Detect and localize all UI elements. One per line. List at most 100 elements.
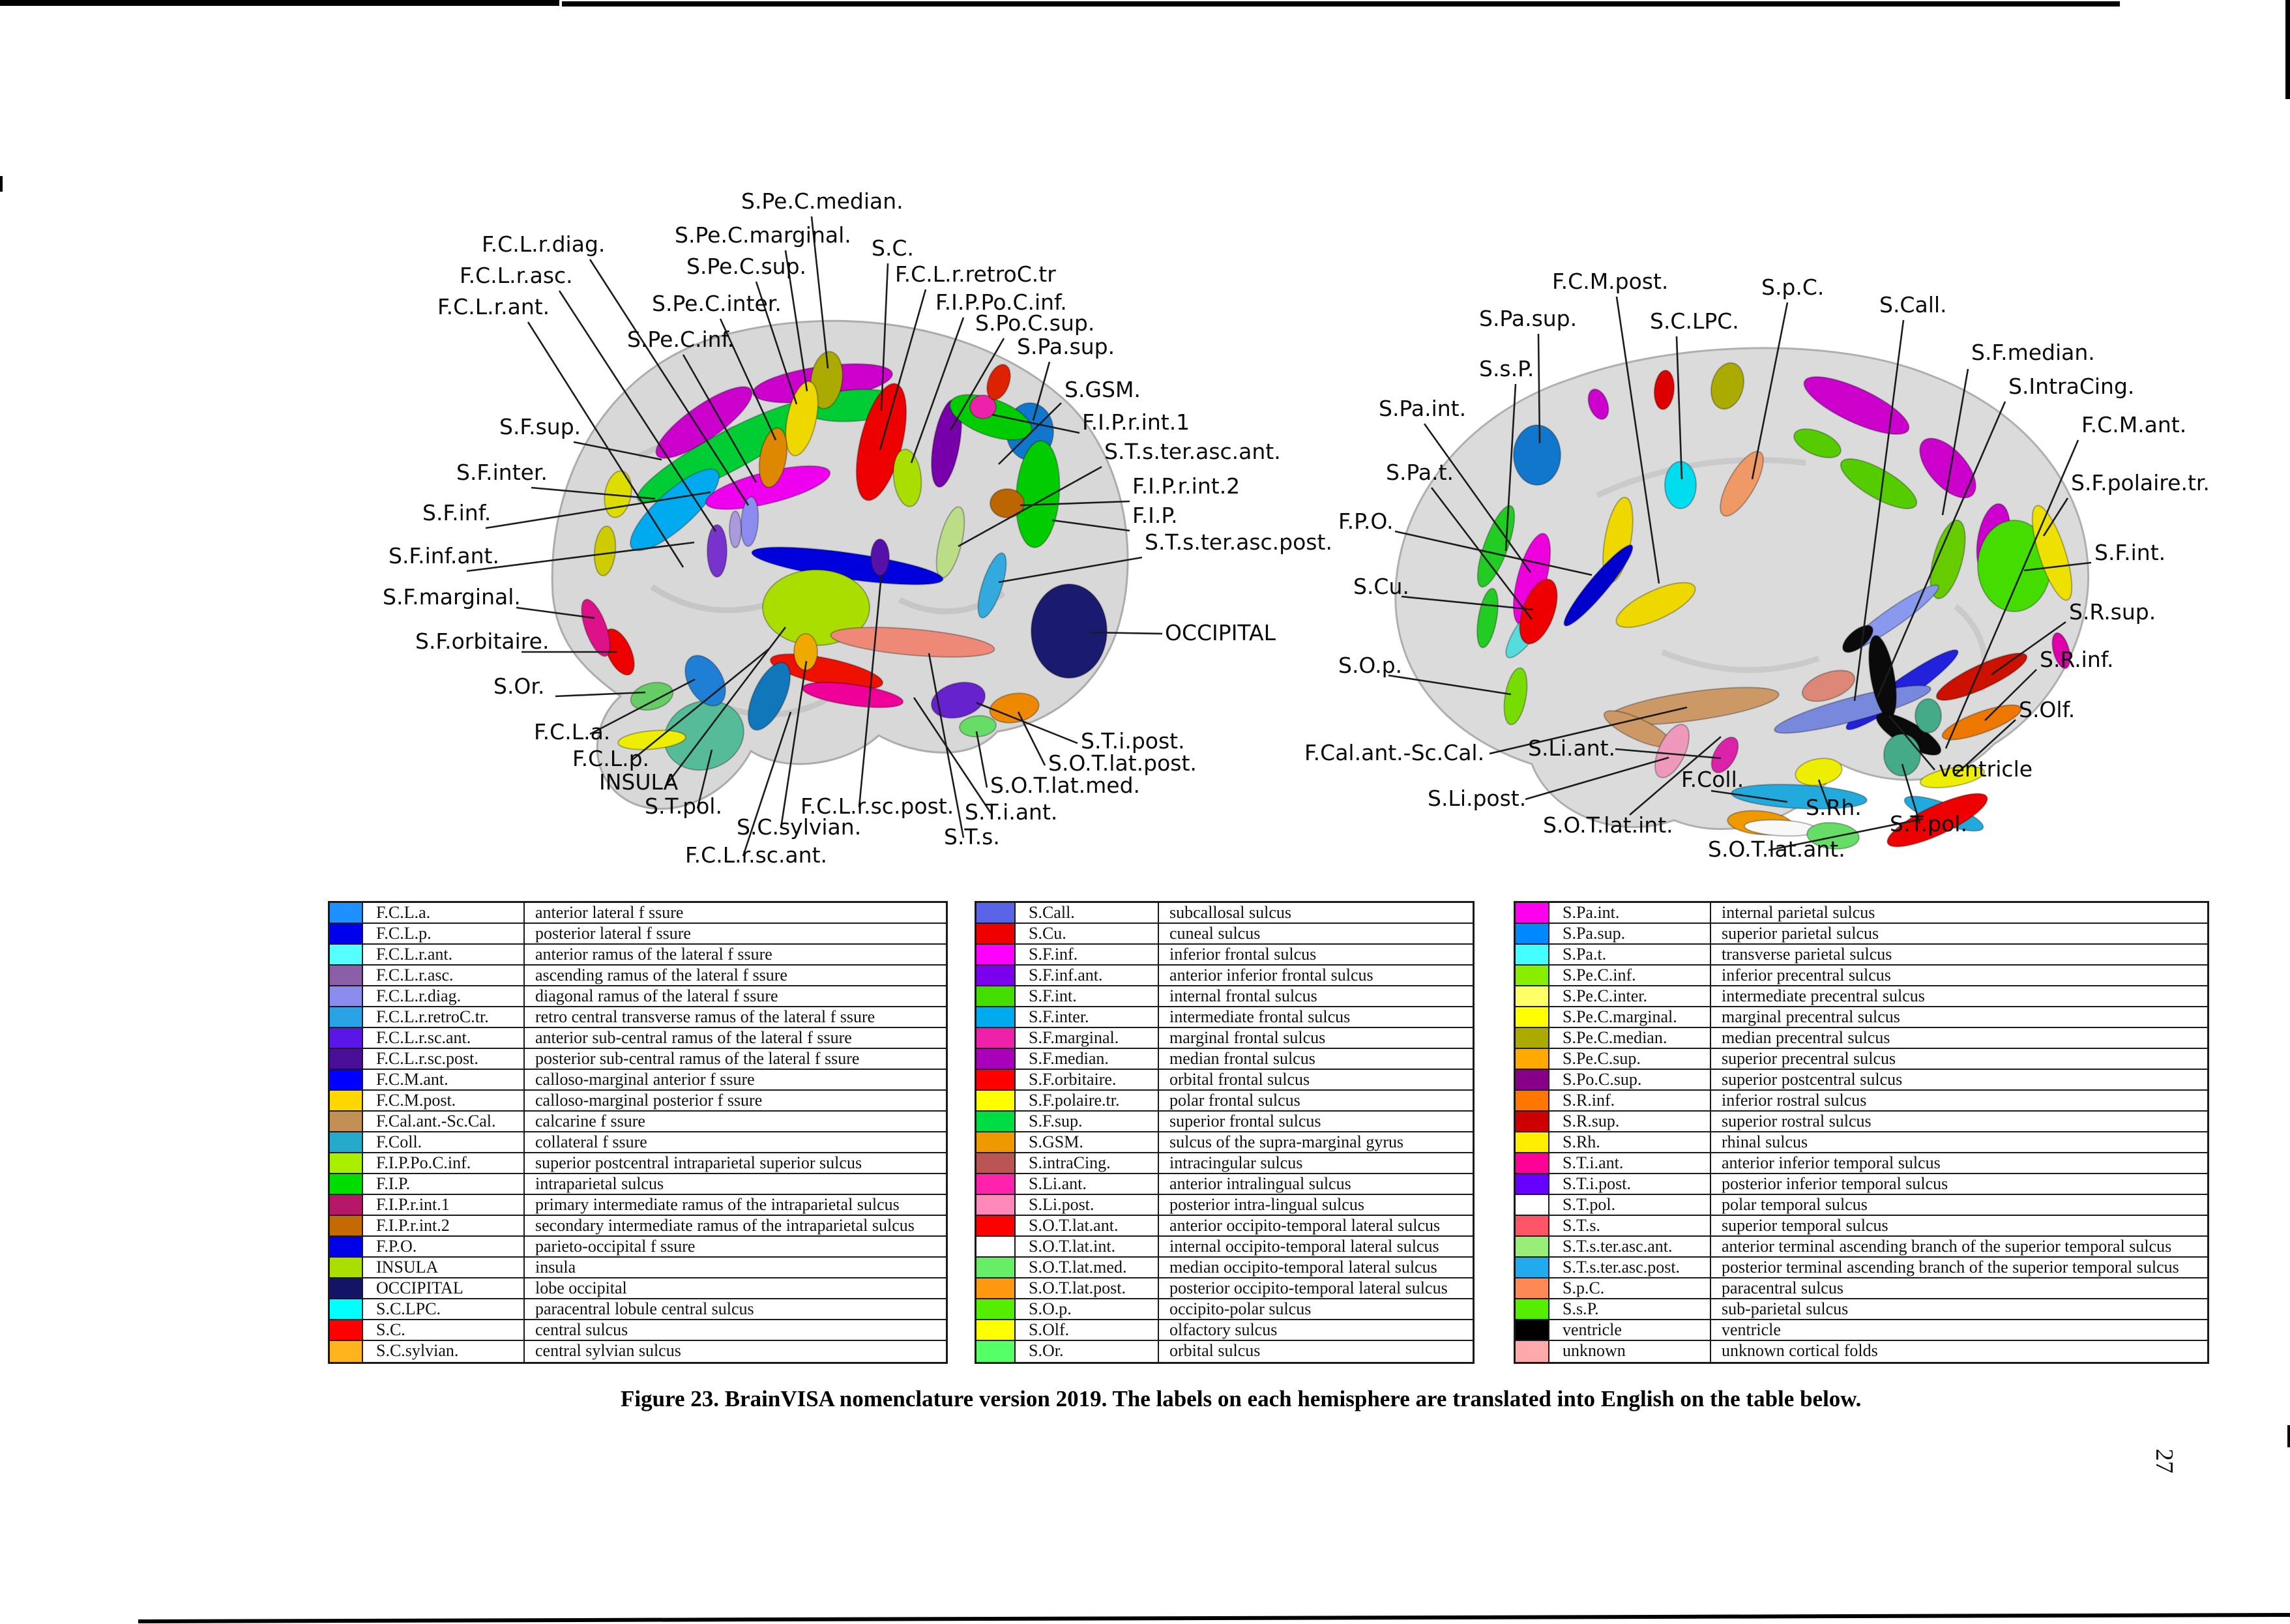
legend-row: S.T.s. superior temporal sulcus (1516, 1216, 2207, 1237)
sulcus-label: F.C.L.r.asc. (460, 263, 573, 288)
legend-description: intermediate precentral sulcus (1722, 986, 1925, 1005)
sulcus-blob (1806, 821, 1860, 850)
leader-line (1615, 296, 1660, 584)
legend-row: S.Call. subcallosal sulcus (976, 903, 1473, 924)
legend-color-swatch (976, 966, 1016, 985)
legend-description: sub-parietal sulcus (1722, 1299, 1849, 1318)
legend-row: S.GSM. sulcus of the supra-marginal gyrus (976, 1132, 1473, 1153)
legend-abbreviation: S.Call. (1016, 903, 1159, 923)
legend-color-swatch (1516, 966, 1549, 985)
legend-color-swatch (976, 1091, 1016, 1110)
sulcus-blob (1653, 370, 1675, 410)
leader-line (516, 606, 595, 619)
legend-row: S.Pe.C.inter. intermediate precentral sul… (1516, 986, 2207, 1007)
sulcus-blob (959, 715, 997, 738)
legend-abbreviation: S.Pe.C.inf. (1549, 966, 1711, 985)
leader-line (2042, 497, 2069, 537)
legend-row: OCCIPITAL lobe occipital (330, 1278, 946, 1299)
legend-color-swatch (976, 1237, 1016, 1256)
legend-description: intraparietal sulcus (535, 1174, 664, 1193)
leader-line (998, 402, 1062, 465)
legend-row: S.F.polaire.tr. polar frontal sulcus (976, 1091, 1473, 1112)
sulcus-label: F.C.L.a. (534, 719, 610, 745)
legend-row: S.R.sup. superior rostral sulcus (1516, 1112, 2207, 1132)
legend-description: anterior sub-central ramus of the latera… (535, 1028, 852, 1047)
legend-color-swatch (330, 1320, 363, 1340)
legend-description: orbital sulcus (1169, 1341, 1261, 1360)
legend-description: median occipito-temporal lateral sulcus (1169, 1258, 1437, 1277)
legend-table-fissures: F.C.L.a. anterior lateral f ssure F.C.L.p.… (328, 901, 948, 1364)
legend-row: S.F.inter. intermediate frontal sulcus (976, 1007, 1473, 1028)
legend-row: F.I.P.r.int.2 secondary intermediate ramu… (330, 1216, 946, 1237)
legend-row: S.p.C. paracentral sulcus (1516, 1278, 2207, 1299)
legend-abbreviation: F.P.O. (363, 1237, 525, 1256)
legend-abbreviation: F.C.L.r.diag. (363, 986, 525, 1006)
sulcus-blob (892, 449, 922, 507)
sulcus-blob (1710, 736, 1739, 774)
sulcus-blob (729, 510, 742, 548)
sulcus-label: S.Pe.C.sup. (686, 254, 806, 279)
legend-color-swatch (976, 1278, 1016, 1298)
leader-line (531, 486, 656, 500)
legend-color-swatch (330, 1049, 363, 1069)
sulcus-blob (1803, 376, 1910, 436)
sulcus-blob (989, 692, 1040, 724)
legend-row: S.Pa.int. internal parietal sulcus (1516, 903, 2207, 924)
legend-abbreviation: F.C.M.ant. (363, 1070, 525, 1089)
sulcus-label: S.Pa.int. (1379, 396, 1466, 421)
legend-description: ascending ramus of the lateral f ssure (535, 966, 787, 984)
sulcus-blob (930, 681, 986, 719)
leader-line (1751, 302, 1789, 480)
legend-abbreviation: S.F.sup. (1016, 1112, 1159, 1131)
sulcus-blob (758, 427, 788, 488)
sulcus-blob (1476, 505, 1516, 588)
sulcus-label: S.p.C. (1761, 274, 1824, 300)
sulcus-label: S.R.inf. (2040, 647, 2113, 672)
sulcus-blob (629, 468, 720, 552)
leader-line (1525, 756, 1669, 801)
legend-row: F.C.L.r.sc.post. posterior sub-central ra… (330, 1049, 946, 1070)
legend-row: S.O.T.lat.int. internal occipito-temporal… (976, 1237, 1473, 1258)
sulcus-label: F.C.L.p. (572, 746, 649, 771)
sulcus-blob (1883, 733, 1921, 776)
legend-description: inferior frontal sulcus (1169, 945, 1317, 964)
sulcus-label: S.T.s. (944, 824, 1000, 849)
sulcus-blob (2051, 632, 2071, 670)
legend-abbreviation: S.Pe.C.inter. (1549, 986, 1711, 1006)
legend-row: F.C.M.post. calloso-marginal posterior f … (330, 1091, 946, 1112)
sulcus-label: F.Coll. (1681, 767, 1744, 792)
sulcus-blob (1941, 704, 2022, 741)
legend-description: inferior rostral sulcus (1722, 1091, 1867, 1110)
figure-caption: Figure 23. BrainVISA nomenclature versio… (621, 1386, 1862, 1411)
legend-abbreviation: S.Pa.int. (1549, 903, 1711, 923)
legend-color-swatch (976, 1112, 1016, 1131)
sulcus-blob (1930, 519, 1966, 600)
sulcus-label: S.T.s.ter.asc.post. (1145, 529, 1332, 555)
legend-color-swatch (330, 903, 363, 923)
leader-line (1901, 763, 1921, 824)
legend-row: F.C.L.p. posterior lateral f ssure (330, 924, 946, 945)
sulcus-blob (1842, 625, 1874, 653)
page-number: 27 (2151, 1449, 2178, 1473)
legend-row: S.Pe.C.median. median precentral sulcus (1516, 1028, 2207, 1049)
legend-row: F.C.L.r.sc.ant. anterior sub-central ramu… (330, 1028, 946, 1049)
legend-abbreviation: S.R.inf. (1549, 1091, 1711, 1110)
legend-row: F.C.L.a. anterior lateral f ssure (330, 903, 946, 924)
legend-row: S.Rh. rhinal sulcus (1516, 1132, 2207, 1153)
leader-line (573, 441, 662, 461)
legend-description: posterior lateral f ssure (535, 924, 691, 943)
legend-color-swatch (976, 1070, 1016, 1089)
top-edge-bar-right (562, 1, 2120, 7)
sulcus-label: S.Pe.C.median. (741, 188, 903, 214)
leader-line (558, 290, 717, 532)
legend-description: inferior precentral sulcus (1722, 966, 1891, 984)
legend-color-swatch (976, 1153, 1016, 1173)
legend-abbreviation: S.O.T.lat.med. (1016, 1258, 1159, 1277)
sulcus-blob (1886, 793, 1988, 848)
legend-description: anterior lateral f ssure (535, 903, 684, 922)
sulcus-blob (855, 383, 907, 501)
legend-abbreviation: S.Pe.C.sup. (1549, 1049, 1711, 1069)
legend-row: S.Pa.t. transverse parietal sulcus (1516, 945, 2207, 966)
legend-abbreviation: S.Rh. (1549, 1132, 1711, 1152)
legend-color-swatch (1516, 1070, 1549, 1089)
